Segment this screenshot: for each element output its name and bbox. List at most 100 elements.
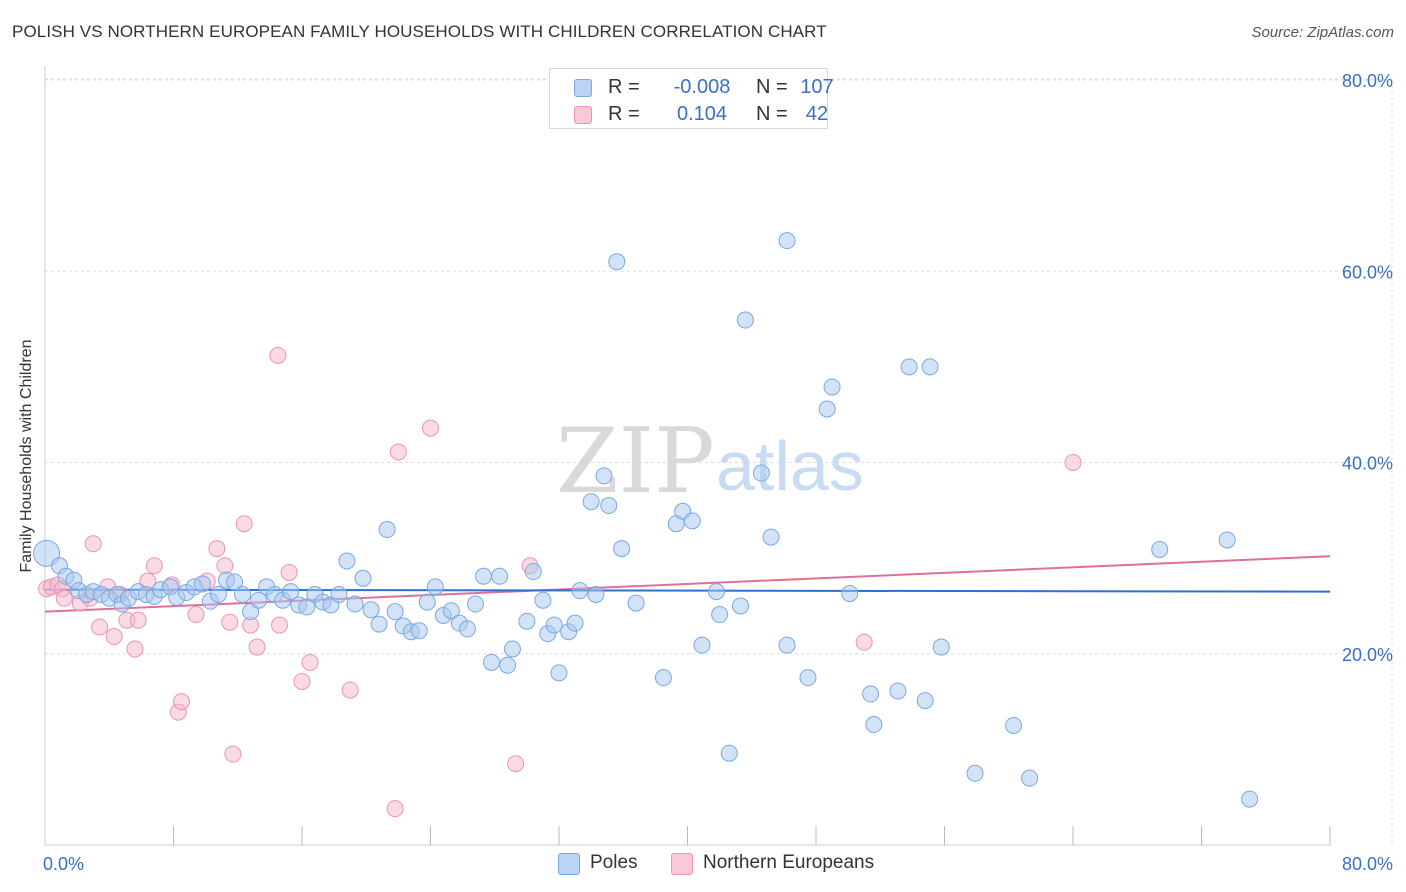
poles-point xyxy=(900,358,918,376)
poles-point xyxy=(503,640,521,658)
x-tick-label: 0.0% xyxy=(43,854,84,874)
watermark-atlas: atlas xyxy=(716,427,864,505)
northern-n-value: 42 xyxy=(805,103,829,125)
northern-point xyxy=(269,346,287,364)
poles-point xyxy=(330,585,348,603)
poles-point xyxy=(483,653,501,671)
northern-point xyxy=(422,419,439,437)
poles-point xyxy=(752,464,770,482)
poles-point xyxy=(608,253,626,271)
northern-point xyxy=(91,618,109,636)
poles-point xyxy=(916,692,934,710)
poles-point xyxy=(524,563,542,581)
northern-point xyxy=(129,611,147,629)
poles-point xyxy=(458,620,476,638)
northern-point xyxy=(507,755,525,773)
poles-point xyxy=(932,638,950,656)
poles-point xyxy=(654,669,672,687)
poles-r-value: -0.008 xyxy=(673,76,731,98)
poles-point xyxy=(418,593,436,611)
poles-point xyxy=(226,573,244,591)
x-tick-labels: 0.0% 80.0% xyxy=(43,854,1393,874)
poles-point xyxy=(693,636,711,654)
poles-point xyxy=(298,598,316,616)
northern-point xyxy=(105,628,123,646)
poles-point xyxy=(378,520,396,538)
poles-n-label: N = xyxy=(756,76,788,98)
poles-point xyxy=(33,539,61,567)
poles-point xyxy=(799,669,817,687)
northern-point xyxy=(84,535,102,553)
poles-points xyxy=(33,232,1259,808)
legend-northern-label: Northern Europeans xyxy=(703,852,875,873)
poles-point xyxy=(707,583,725,601)
y-tick-label: 60.0% xyxy=(1342,262,1393,282)
poles-point xyxy=(193,575,211,593)
poles-point xyxy=(865,716,883,734)
poles-point xyxy=(550,664,568,682)
poles-point xyxy=(582,493,600,511)
poles-point xyxy=(778,232,796,250)
poles-point xyxy=(534,591,552,609)
northern-point xyxy=(235,515,253,533)
poles-point xyxy=(823,378,841,396)
poles-point xyxy=(1021,769,1039,787)
poles-point xyxy=(600,497,618,515)
poles-point xyxy=(1151,541,1169,559)
poles-point xyxy=(736,311,754,329)
poles-point xyxy=(499,656,517,674)
poles-point xyxy=(571,582,589,600)
poles-point xyxy=(545,616,563,634)
poles-point xyxy=(386,603,404,621)
poles-point xyxy=(720,744,738,762)
northern-point xyxy=(126,640,144,658)
northern-r-value: 0.104 xyxy=(676,103,728,125)
y-tick-label: 20.0% xyxy=(1342,645,1393,665)
northern-point xyxy=(248,638,266,656)
northern-point xyxy=(55,589,73,607)
poles-point xyxy=(966,764,984,782)
northern-point xyxy=(221,613,239,631)
northern-point xyxy=(280,563,298,581)
poles-point xyxy=(491,567,509,585)
y-tick-label: 80.0% xyxy=(1342,71,1393,91)
poles-point xyxy=(362,601,380,619)
legend-northern-swatch xyxy=(671,853,693,875)
poles-point xyxy=(862,685,880,703)
poles-point xyxy=(613,540,631,558)
poles-point xyxy=(1218,531,1236,549)
poles-point xyxy=(683,512,701,530)
poles-point xyxy=(442,602,460,620)
poles-point xyxy=(518,612,536,630)
y-axis-title: Family Households with Children xyxy=(18,339,35,573)
poles-point xyxy=(587,585,605,603)
axes xyxy=(44,66,1331,846)
poles-r-label: R = xyxy=(608,76,640,98)
poles-point xyxy=(370,615,388,633)
northern-point xyxy=(224,745,242,763)
poles-point xyxy=(354,569,372,587)
poles-point xyxy=(410,622,428,640)
watermark: ZIP atlas xyxy=(556,409,864,514)
chart-title: POLISH VS NORTHERN EUROPEAN FAMILY HOUSE… xyxy=(12,22,827,41)
northern-point xyxy=(386,800,404,818)
northern-point xyxy=(301,653,319,671)
poles-point xyxy=(762,528,780,546)
poles-point xyxy=(595,467,613,485)
poles-point xyxy=(1241,790,1259,808)
poles-point xyxy=(732,597,750,615)
poles-point xyxy=(250,591,268,609)
poles-point xyxy=(841,585,859,603)
y-tick-label: 40.0% xyxy=(1342,454,1393,474)
poles-point xyxy=(346,595,364,613)
legend-poles-swatch xyxy=(558,853,580,875)
northern-point xyxy=(341,681,359,699)
northern-point xyxy=(389,443,407,461)
poles-point xyxy=(778,636,796,654)
poles-point xyxy=(338,552,356,570)
watermark-zip: ZIP xyxy=(556,409,715,514)
gridlines xyxy=(45,78,1393,845)
poles-point xyxy=(1005,716,1023,734)
northern-point xyxy=(855,633,873,651)
